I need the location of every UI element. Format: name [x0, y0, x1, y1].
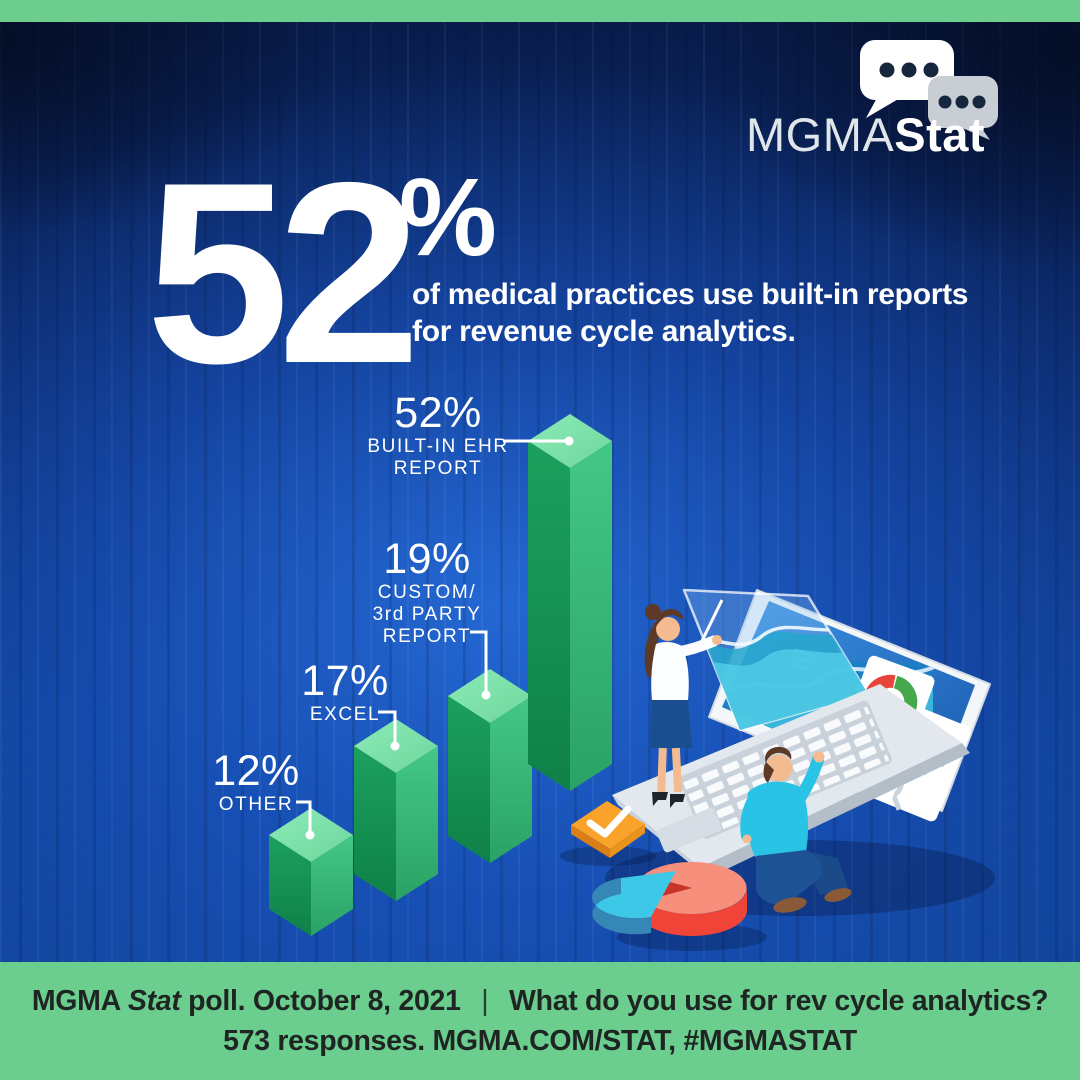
bar-value: 17% — [301, 657, 389, 705]
footer-brand: MGMA — [31, 984, 121, 1017]
footer-question: What do you use for rev cycle analytics? — [508, 984, 1049, 1017]
mgma-stat-logo: MGMAStat — [746, 107, 985, 162]
headline-subtext: of medical practices use built-in report… — [412, 276, 968, 350]
bar-category: REPORT — [382, 626, 472, 647]
headline-stat-value: 52 — [146, 128, 421, 417]
bar-category: REPORT — [393, 458, 483, 479]
bar-category: EXCEL — [309, 704, 381, 725]
bar-category: BUILT-IN EHR — [367, 436, 509, 457]
bar-value: 12% — [212, 747, 300, 795]
bar-label-builtin-ehr: 52% BUILT-IN EHR REPORT — [367, 390, 508, 480]
bar-value: 19% — [383, 535, 471, 583]
headline-subtext-line1: of medical practices use built-in report… — [412, 278, 969, 311]
bar-label-excel: 17% EXCEL — [301, 658, 389, 726]
bar-category: OTHER — [218, 794, 294, 815]
headline-subtext-line2: for revenue cycle analytics. — [412, 315, 796, 348]
logo-suffix: Stat — [894, 108, 986, 161]
footer-band: MGMA Stat poll. October 8, 2021 | What do… — [0, 962, 1080, 1080]
footer-brand-stat: Stat — [127, 984, 181, 1017]
headline-percent-sign: % — [399, 156, 497, 279]
footer-line2: 573 responses. MGMA.COM/STAT, #MGMASTAT — [223, 1024, 857, 1057]
footer-line1: MGMA Stat poll. October 8, 2021 | What do… — [31, 984, 1049, 1018]
bar-category: 3rd PARTY — [372, 604, 482, 625]
bar-value: 52% — [394, 389, 482, 437]
footer-poll-text: poll. October 8, 2021 — [188, 984, 461, 1017]
logo-brand: MGMA — [746, 108, 895, 161]
speech-bubbles-icon — [860, 40, 998, 140]
bar-category: CUSTOM/ — [377, 582, 477, 603]
footer-separator: | — [481, 984, 489, 1017]
bar-label-other: 12% OTHER — [212, 748, 300, 816]
bar-label-custom-report: 19% CUSTOM/ 3rd PARTY REPORT — [373, 536, 482, 648]
